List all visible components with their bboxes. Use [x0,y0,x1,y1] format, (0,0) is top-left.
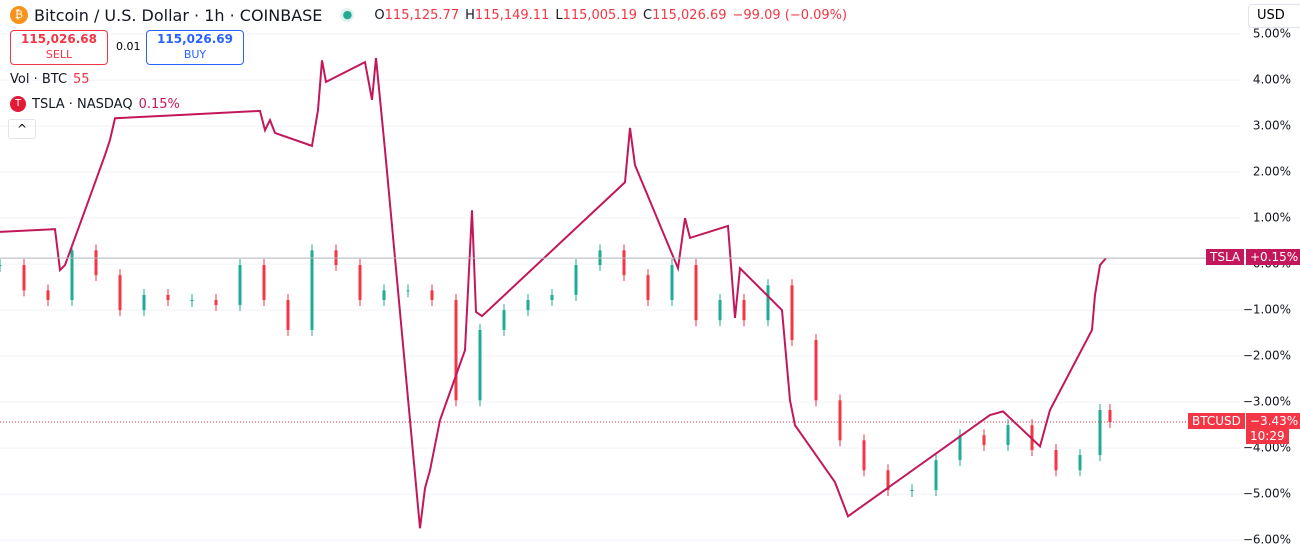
candle-body [478,329,482,401]
y-tick-label: −6.00% [1243,533,1291,547]
candle-body [718,300,722,321]
collapse-button[interactable]: ^ [8,119,36,139]
candle-body [838,400,842,441]
high: 115,149.11 [474,7,550,23]
compare-legend: T TSLA · NASDAQ 0.15% [10,96,180,112]
series-tag: TSLA [1206,249,1245,266]
sell-price: 115,026.68 [21,32,97,46]
candle-body [286,300,290,330]
candle-body [214,300,218,306]
buy-price: 115,026.69 [157,32,233,46]
candle-body [382,290,386,301]
line-series [0,57,1107,529]
candle-body [358,265,362,301]
candle-body [934,460,938,491]
candle-body [910,490,914,492]
header: ₿ Bitcoin / U.S. Dollar · 1h · COINBASE … [10,4,847,26]
candle-body [0,265,2,267]
btc-icon: ₿ [10,6,28,24]
volume-legend: Vol · BTC 55 [10,72,90,87]
y-tick-label: −2.00% [1243,349,1291,363]
volume-value: 55 [73,72,90,87]
y-tick-label: 3.00% [1253,119,1291,133]
candle-body [790,285,794,341]
series-value-tag: −3.43% [1246,412,1300,429]
candle-body [118,275,122,311]
candle-body [646,275,650,301]
candle-body [430,290,434,301]
y-tick-label: −4.00% [1243,441,1291,455]
y-tick-label: 1.00% [1253,211,1291,225]
candle-body [742,300,746,321]
sell-button[interactable]: 115,026.68 SELL [10,30,108,65]
y-tick-label: 4.00% [1253,73,1291,87]
y-tick-label: −3.00% [1243,395,1291,409]
compare-label[interactable]: TSLA · NASDAQ [32,96,133,112]
candle-body [1098,409,1102,456]
candle-body [70,250,74,301]
candle-body [22,265,26,291]
buy-button[interactable]: 115,026.69 BUY [146,30,244,65]
currency-select[interactable]: USD [1248,4,1300,28]
candle-body [862,440,866,471]
market-status[interactable]: ● [340,8,355,22]
close: 115,026.69 [652,7,727,23]
y-tick-label: 5.00% [1253,27,1291,41]
tsla-icon: T [10,96,26,112]
y-tick-label: −5.00% [1243,487,1291,501]
candle-body [886,470,890,491]
open: 115,125.77 [384,7,460,23]
spread: 0.01 [116,40,141,53]
candle-body [670,265,674,301]
candle-body [1006,425,1010,445]
candle-body [94,250,98,276]
candle-body [1078,455,1082,471]
series-tag: BTCUSD [1188,412,1245,429]
sell-label: SELL [45,48,73,61]
open-label: O [374,7,385,23]
candle-body [502,310,506,330]
candle-body [814,340,818,401]
y-tick-label: 2.00% [1253,165,1291,179]
candle-body [262,265,266,301]
candle-body [46,290,50,301]
change: −99.09 (−0.09%) [732,7,848,23]
low: 115,005.19 [562,7,637,23]
series-value-tag: +0.15% [1246,249,1300,266]
candle-body [1054,450,1058,471]
buy-label: BUY [183,48,207,61]
candle-body [694,265,698,321]
candle-body [1108,409,1112,422]
candle-body [406,290,410,292]
candle-body [190,300,194,302]
candle-body [526,300,530,311]
candle-body [142,294,146,311]
candle-body [454,300,458,401]
low-label: L [555,7,563,23]
candle-body [310,250,314,330]
countdown-tag: 10:29 [1246,427,1289,444]
candle-body [550,294,554,301]
candle-body [982,435,986,445]
close-label: C [643,7,653,23]
y-tick-label: −1.00% [1243,303,1291,317]
candle-body [166,294,170,301]
candle-body [238,265,242,306]
candle-body [958,435,962,461]
candle-body [766,285,770,321]
volume-label[interactable]: Vol · BTC [10,72,68,87]
candle-body [622,250,626,276]
candle-body [574,265,578,295]
compare-value: 0.15% [138,96,180,112]
symbol[interactable]: Bitcoin / U.S. Dollar · 1h · COINBASE [34,5,323,25]
high-label: H [465,7,475,23]
